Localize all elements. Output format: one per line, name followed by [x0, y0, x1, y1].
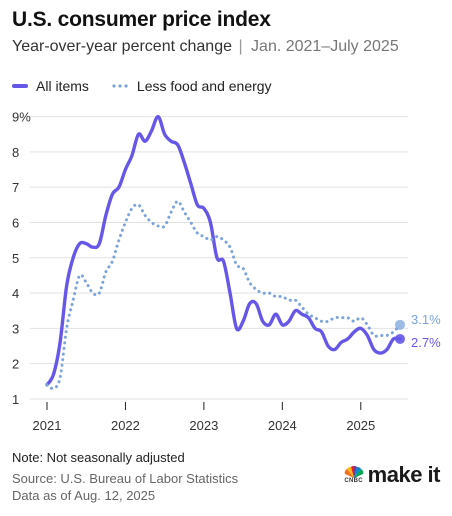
end-marker-core [395, 319, 405, 330]
cnbc-mark: CNBC [344, 466, 364, 484]
legend-item-all-items: All items [12, 78, 89, 94]
peacock-icon [344, 466, 363, 478]
subtitle-date-range: Jan. 2021–July 2025 [251, 38, 399, 55]
end-marker-all-items [395, 333, 405, 344]
y-tick-label: 1 [12, 392, 19, 407]
y-tick-label: 3 [12, 321, 19, 336]
end-label-all-items: 2.7% [411, 335, 441, 350]
footnote: Note: Not seasonally adjusted [12, 450, 185, 465]
cpi-line-chart: 1 2 3 4 5 6 7 8 9% 2021 2022 2023 2024 2025 2.7% 3.1% [12, 110, 441, 433]
legend-item-core: Less food and energy [110, 78, 272, 94]
subtitle-main: Year-over-year percent change [12, 38, 232, 55]
series-line-core [45, 199, 402, 391]
chart-title: U.S. consumer price index [12, 8, 271, 31]
series-line-all-items [45, 114, 402, 387]
cnbc-make-it-logo: CNBC make it [344, 462, 440, 488]
legend-swatch-dotted [110, 84, 129, 88]
x-tick-label: 2021 [33, 418, 62, 433]
source-text: Source: U.S. Bureau of Labor Statistics [12, 471, 239, 486]
legend-label-core: Less food and energy [136, 78, 272, 94]
y-tick-label: 2 [12, 357, 19, 372]
gridlines [30, 116, 408, 400]
legend-swatch-solid [12, 84, 28, 88]
series-lines [45, 114, 402, 391]
data-date: Data as of Aug. 12, 2025 [12, 488, 156, 503]
chart-legend: All items Less food and energy [12, 78, 294, 94]
subtitle-separator: | [238, 38, 243, 55]
y-tick-label: 5 [12, 251, 19, 266]
y-tick-label: 9% [12, 110, 31, 125]
cnbc-wordmark: CNBC [344, 478, 363, 484]
legend-label-all-items: All items [36, 78, 89, 94]
x-tick-label: 2024 [268, 418, 297, 433]
x-tick-label: 2022 [111, 418, 140, 433]
end-markers: 2.7% 3.1% [395, 312, 441, 350]
end-label-core: 3.1% [411, 312, 441, 327]
y-tick-label: 4 [12, 286, 19, 301]
x-tick-label: 2025 [346, 418, 375, 433]
y-tick-label: 8 [12, 145, 19, 160]
make-it-wordmark: make it [367, 462, 441, 487]
y-tick-label: 6 [12, 215, 19, 230]
y-axis-ticks: 1 2 3 4 5 6 7 8 9% [12, 110, 31, 407]
source-block: Source: U.S. Bureau of Labor Statistics … [12, 470, 238, 504]
chart-subtitle: Year-over-year percent change | Jan. 202… [12, 38, 399, 56]
x-tick-label: 2023 [189, 418, 218, 433]
x-axis-ticks: 2021 2022 2023 2024 2025 [33, 402, 375, 433]
y-tick-label: 7 [12, 180, 19, 195]
